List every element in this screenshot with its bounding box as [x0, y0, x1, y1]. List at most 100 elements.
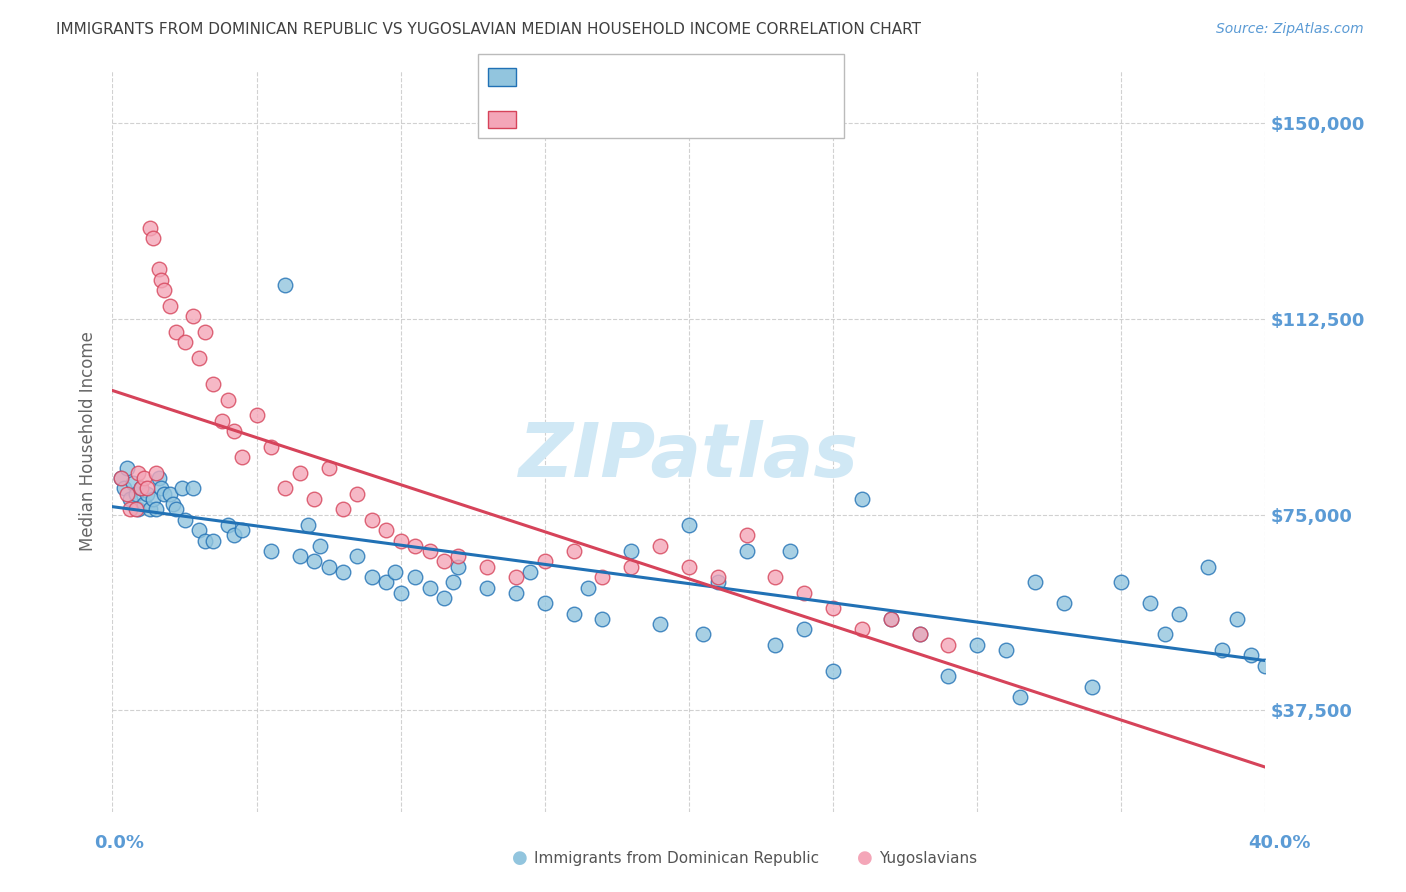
Point	[389, 533, 412, 548]
Point	[1139, 596, 1161, 610]
Point	[404, 539, 426, 553]
Text: -0.560: -0.560	[560, 70, 614, 85]
Point	[505, 570, 527, 584]
Point	[181, 310, 204, 324]
Point	[650, 539, 672, 553]
Point	[908, 627, 931, 641]
Point	[505, 586, 527, 600]
Point	[188, 523, 211, 537]
Text: 0.0%: 0.0%	[94, 834, 145, 852]
Point	[274, 278, 297, 293]
Point	[938, 638, 960, 652]
Point	[477, 559, 499, 574]
Point	[1010, 690, 1032, 704]
Point	[995, 643, 1018, 657]
Point	[938, 669, 960, 683]
Point	[165, 502, 187, 516]
Point	[576, 581, 599, 595]
Y-axis label: Median Household Income: Median Household Income	[79, 332, 97, 551]
Point	[142, 491, 165, 506]
Point	[735, 544, 758, 558]
Point	[148, 471, 170, 485]
Point	[793, 586, 815, 600]
Point	[274, 482, 297, 496]
Point	[1081, 680, 1104, 694]
Point	[1153, 627, 1175, 641]
Point	[145, 502, 167, 516]
Point	[692, 627, 714, 641]
Point	[136, 486, 159, 500]
Point	[202, 533, 225, 548]
Point	[153, 486, 176, 500]
Point	[419, 544, 441, 558]
Text: N =: N =	[644, 112, 678, 127]
Point	[145, 466, 167, 480]
Point	[127, 466, 149, 480]
Point	[288, 549, 311, 564]
Point	[447, 559, 470, 574]
Point	[793, 622, 815, 636]
Text: ZIPatlas: ZIPatlas	[519, 420, 859, 493]
Point	[1053, 596, 1076, 610]
Point	[222, 424, 245, 438]
Point	[173, 335, 195, 350]
Point	[419, 581, 441, 595]
Point	[211, 414, 233, 428]
Point	[1024, 575, 1046, 590]
Point	[332, 565, 354, 579]
Point	[231, 450, 253, 465]
Text: 40.0%: 40.0%	[1249, 834, 1310, 852]
Point	[124, 502, 146, 516]
Point	[136, 482, 159, 496]
Point	[159, 299, 181, 313]
Point	[1197, 559, 1219, 574]
Point	[707, 575, 730, 590]
Text: 57: 57	[678, 112, 699, 127]
Point	[260, 544, 283, 558]
Point	[110, 471, 132, 485]
Point	[821, 664, 844, 678]
Point	[620, 559, 643, 574]
Point	[389, 586, 412, 600]
Point	[779, 544, 801, 558]
Point	[181, 482, 204, 496]
Point	[735, 528, 758, 542]
Point	[375, 575, 398, 590]
Point	[139, 220, 162, 235]
Point	[129, 482, 153, 496]
Point	[346, 486, 368, 500]
Point	[441, 575, 464, 590]
Point	[880, 612, 903, 626]
Point	[297, 518, 319, 533]
Point	[115, 460, 138, 475]
Point	[851, 622, 873, 636]
Point	[165, 325, 187, 339]
Point	[1211, 643, 1233, 657]
Point	[678, 559, 700, 574]
Point	[433, 554, 456, 568]
Point	[162, 497, 184, 511]
Point	[707, 570, 730, 584]
Point	[361, 513, 384, 527]
Point	[309, 539, 332, 553]
Point	[765, 570, 787, 584]
Point	[650, 617, 672, 632]
Point	[217, 518, 239, 533]
Text: Source: ZipAtlas.com: Source: ZipAtlas.com	[1216, 22, 1364, 37]
Point	[346, 549, 368, 564]
Point	[231, 523, 253, 537]
Text: IMMIGRANTS FROM DOMINICAN REPUBLIC VS YUGOSLAVIAN MEDIAN HOUSEHOLD INCOME CORREL: IMMIGRANTS FROM DOMINICAN REPUBLIC VS YU…	[56, 22, 921, 37]
Point	[153, 283, 176, 297]
Point	[851, 491, 873, 506]
Point	[318, 460, 340, 475]
Point	[1168, 607, 1191, 621]
Point	[246, 409, 269, 423]
Point	[880, 612, 903, 626]
Point	[170, 482, 193, 496]
Point	[361, 570, 384, 584]
Text: Yugoslavians: Yugoslavians	[879, 851, 977, 865]
Point	[562, 544, 585, 558]
Point	[134, 497, 156, 511]
Point	[332, 502, 354, 516]
Point	[318, 559, 340, 574]
